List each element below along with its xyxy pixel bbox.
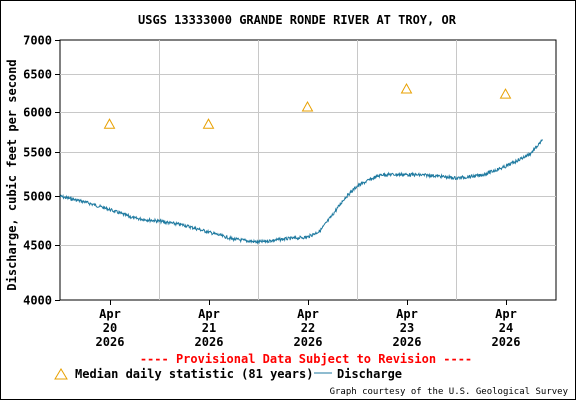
y-tick-label: 4500 <box>23 239 52 253</box>
y-tick-label: 4000 <box>23 294 52 308</box>
credit-text: Graph courtesy of the U.S. Geological Su… <box>330 387 569 397</box>
legend-median-label: Median daily statistic (81 years) <box>75 367 313 381</box>
x-tick-day: 22 <box>301 321 315 335</box>
median-marker <box>103 118 116 129</box>
x-tick-month: Apr <box>198 307 220 321</box>
x-tick-month: Apr <box>396 307 418 321</box>
x-tick-day: 21 <box>202 321 216 335</box>
plot-area <box>59 39 557 301</box>
x-tick-year: 2026 <box>492 335 521 349</box>
x-tick-year: 2026 <box>393 335 422 349</box>
discharge-series-line <box>59 138 543 245</box>
legend-discharge-label: Discharge <box>337 367 402 381</box>
x-tick-month: Apr <box>99 307 121 321</box>
chart-title: USGS 13333000 GRANDE RONDE RIVER AT TROY… <box>138 13 457 27</box>
median-marker <box>400 82 413 94</box>
y-tick-label: 6500 <box>23 68 52 82</box>
x-tick-day: 24 <box>499 321 513 335</box>
y-tick-label: 5500 <box>23 146 52 160</box>
median-marker <box>202 118 215 129</box>
median-marker <box>499 88 512 99</box>
x-tick-month: Apr <box>297 307 319 321</box>
y-tick-label: 5000 <box>23 190 52 204</box>
x-tick-year: 2026 <box>294 335 323 349</box>
x-tick-year: 2026 <box>195 335 224 349</box>
provisional-note: ---- Provisional Data Subject to Revisio… <box>140 352 472 366</box>
x-tick-day: 23 <box>400 321 414 335</box>
legend-median-marker <box>54 368 68 380</box>
y-tick-label: 7000 <box>23 34 52 48</box>
x-tick-month: Apr <box>495 307 517 321</box>
x-tick-year: 2026 <box>96 335 125 349</box>
y-axis-label: Discharge, cubic feet per second <box>5 59 19 290</box>
x-tick-day: 20 <box>103 321 117 335</box>
median-marker <box>301 100 314 112</box>
y-tick-label: 6000 <box>23 106 52 120</box>
